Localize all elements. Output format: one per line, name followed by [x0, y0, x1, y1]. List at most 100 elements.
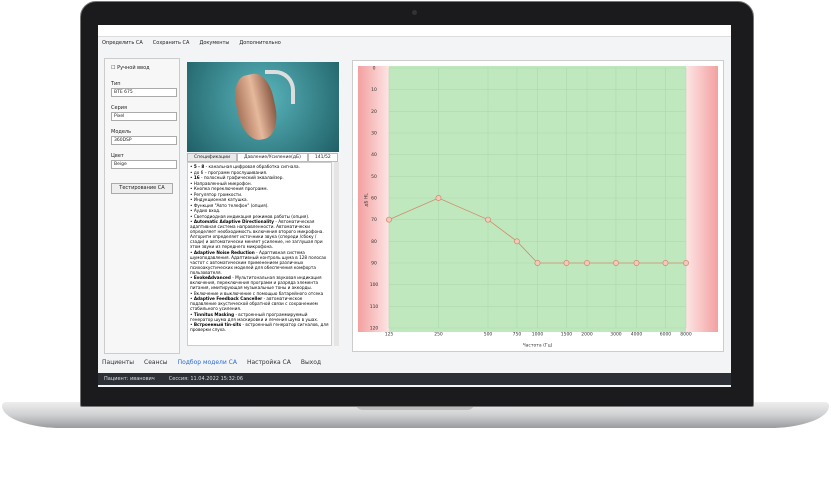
x-tick-label: 3000: [610, 332, 622, 338]
spec-item: • Adaptive Noise Reduction - Адаптивная …: [190, 249, 327, 275]
y-tick-label: 120: [370, 326, 379, 332]
data-point: [584, 260, 590, 266]
y-tick-label: 50: [371, 174, 377, 180]
data-point: [563, 260, 570, 266]
spec-term: 16: [193, 175, 200, 180]
spec-item: • Tinnitus Masking - встроенный программ…: [190, 311, 319, 322]
nav-item[interactable]: Настройка СА: [246, 359, 291, 366]
tab[interactable]: Давление/Усиление(дБ): [237, 153, 308, 162]
y-tick-label: 20: [371, 109, 377, 115]
x-tick-label: 500: [484, 332, 493, 338]
bottom-nav: Пациенты Сеансы Подбор модели СА Настройка …: [102, 359, 321, 366]
spec-text: Направленный микрофон.: [193, 180, 252, 186]
nav-item[interactable]: Выход: [300, 359, 322, 366]
spec-item: • Аудио вход.: [190, 208, 221, 213]
y-tick-label: 90: [371, 261, 377, 267]
spec-text: Аудио вход.: [193, 208, 221, 213]
spec-text: - Мультитональная звуковая индикация вкл…: [190, 275, 322, 290]
spec-text: - полосный графический эквалайзер.: [199, 175, 284, 180]
data-point: [613, 260, 619, 266]
spec-term: 5 - 8: [193, 164, 205, 169]
x-tick-label: 750: [513, 332, 522, 338]
spec-text: Индукционная катушка.: [193, 197, 248, 202]
y-tick-label: 0: [373, 66, 376, 72]
title-bar: [98, 25, 731, 37]
field-select[interactable]: Pixel: [111, 112, 177, 121]
x-tick-label: 6000: [660, 332, 672, 338]
zone-right: [686, 66, 718, 332]
spec-item: • 5 - 8 - канальная цифровая обработка с…: [190, 164, 300, 169]
tab[interactable]: 141/52: [307, 153, 338, 162]
test-button[interactable]: Тестирование СА: [111, 183, 173, 194]
spec-item: • Adaptive Feedback Canceller - автомати…: [190, 296, 318, 311]
scrollbar[interactable]: [334, 162, 339, 346]
data-point: [435, 195, 442, 201]
toolbar-button[interactable]: Сохранить СА: [152, 40, 190, 46]
spec-item: • EvokeAdvanced - Мультитональная звуков…: [190, 275, 322, 290]
toolbar: Определить СА Сохранить СА Документы Дополн…: [102, 38, 281, 48]
spec-text: - канальная цифровая обработка сигнала.: [204, 164, 300, 169]
y-tick-label: 110: [370, 304, 379, 310]
nav-item[interactable]: Подбор модели СА: [177, 359, 237, 366]
nav-item[interactable]: Сеансы: [144, 359, 168, 366]
status-bar: Пациент: иванович Сессия: 11.04.2022 15:…: [98, 373, 731, 385]
data-point: [514, 238, 520, 245]
left-panel: ☐ Ручной ввод Тестирование СА Тип BTE 675…: [104, 58, 180, 354]
spec-text: Светодиодная индикация режимов работы (о…: [193, 213, 310, 219]
spec-text: Функция "Авто телефон" (опция).: [193, 202, 269, 208]
x-tick-label: 125: [385, 332, 394, 338]
nav-item[interactable]: Пациенты: [102, 359, 135, 366]
x-tick-label: 1000: [532, 332, 544, 338]
y-tick-label: 60: [371, 196, 377, 202]
x-tick-label: 8000: [680, 332, 692, 338]
spec-item: • Встроенный tin-sits - встроенный генер…: [190, 322, 329, 332]
spec-text: - Адаптивная система шумоподавления. Ада…: [190, 249, 327, 275]
spec-term: Встроенный tin-sits: [193, 322, 242, 327]
y-tick-label: 30: [371, 131, 377, 137]
x-tick-label: 1500: [561, 332, 573, 338]
spec-text: - встроенный генератор сигналов, для про…: [190, 322, 329, 332]
spec-item: • Индукционная катушка.: [190, 197, 248, 202]
field-select[interactable]: Beige: [111, 160, 177, 169]
y-tick-label: 10: [371, 87, 377, 93]
chart: 0 10 20 30 40 50 60 70 80 90 100 110 120 125 250 500 750…: [352, 60, 724, 352]
field-label: Модель: [111, 129, 132, 135]
tab[interactable]: Спецификации: [187, 153, 237, 162]
status-session: Сессия: 11.04.2022 15:32:06: [168, 376, 244, 382]
data-point: [386, 216, 392, 223]
spec-item: • Кнопка переключения программ.: [190, 186, 268, 191]
spec-term: Adaptive Feedback Canceller: [193, 296, 263, 301]
x-tick-label: 2000: [581, 332, 593, 338]
spec-item: • Функция "Авто телефон" (опция).: [190, 202, 269, 208]
tabs: Спецификации Давление/Усиление(дБ) 141/52: [187, 153, 338, 162]
data-point: [485, 216, 491, 223]
spec-term: Automatic Adaptive Directionality: [193, 219, 275, 224]
x-axis-title: Частота (Гц): [523, 343, 553, 349]
spec-term: Adaptive Noise Reduction: [193, 249, 255, 255]
spec-term: Tinnitus Masking: [193, 311, 235, 317]
toolbar-button[interactable]: Дополнительно: [239, 40, 281, 46]
spec-item: • Включение и выключение с помощью батар…: [190, 290, 324, 296]
field-select[interactable]: BTE 675: [111, 88, 177, 97]
spec-text: Регулятор громкости.: [193, 191, 243, 197]
data-point: [683, 260, 689, 266]
toolbar-button[interactable]: Документы: [199, 40, 230, 46]
y-tick-label: 70: [371, 217, 377, 223]
zone-left: [358, 66, 389, 332]
data-point: [534, 260, 541, 266]
manual-checkbox[interactable]: ☐ Ручной ввод: [111, 65, 150, 71]
spec-item: • до 6 – программ прослушивания.: [190, 169, 268, 175]
field-label: Тип: [111, 81, 121, 87]
field-select[interactable]: 360DSP: [111, 136, 177, 145]
spec-text: • 5 - 8 - канальная цифровая обработка с…: [187, 162, 332, 346]
y-tick-label: 40: [371, 152, 377, 158]
spec-text: Кнопка переключения программ.: [193, 186, 268, 191]
spec-text: до 6 – программ прослушивания.: [193, 169, 268, 175]
y-tick-label: 100: [370, 282, 379, 288]
y-axis-title: дБ HL: [364, 193, 370, 207]
spec-item: • Светодиодная индикация режимов работы …: [190, 213, 310, 219]
toolbar-button[interactable]: Определить СА: [102, 40, 143, 46]
spec-text: - автоматическое подавление акустической…: [190, 296, 318, 311]
spec-item: • Направленный микрофон.: [190, 180, 252, 186]
